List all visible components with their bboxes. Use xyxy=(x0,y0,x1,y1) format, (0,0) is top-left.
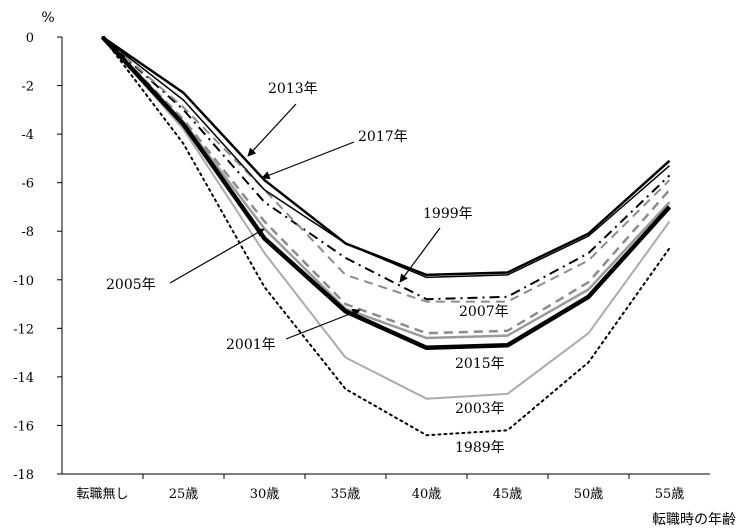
x-tick-label: 40歳 xyxy=(412,487,442,502)
series-line-2015 xyxy=(100,35,672,351)
arrow-2017 xyxy=(261,141,355,180)
y-tick-label: -8 xyxy=(21,225,34,240)
arrow-2013 xyxy=(247,103,297,157)
y-tick-label: -12 xyxy=(13,322,34,337)
y-tick-label: -18 xyxy=(13,468,34,483)
annotation-2015: 2015年 xyxy=(455,356,505,372)
y-tick-label: -4 xyxy=(21,128,34,143)
y-axis-unit: % xyxy=(41,10,54,26)
y-tick-label: -16 xyxy=(13,419,34,434)
annotation-2001: 2001年 xyxy=(226,337,276,353)
x-tick-label: 50歳 xyxy=(574,487,604,502)
arrow-1999 xyxy=(399,227,441,283)
annotation-2013: 2013年 xyxy=(268,81,318,97)
series-line-2013 xyxy=(101,35,671,277)
annotation-2005: 2005年 xyxy=(106,277,156,293)
series-line-2007 xyxy=(101,36,671,303)
x-tick-label: 30歳 xyxy=(250,487,280,502)
x-tick-label: 55歳 xyxy=(655,487,685,502)
series-line-2017 xyxy=(102,36,670,279)
annotation-1999: 1999年 xyxy=(423,206,473,222)
series-line-1989 xyxy=(101,36,671,437)
y-tick-label: -2 xyxy=(21,80,34,95)
annotation-2003: 2003年 xyxy=(455,401,505,417)
x-tick-label: 45歳 xyxy=(493,487,523,502)
x-tick-label: 25歳 xyxy=(169,487,199,502)
y-tick-label: -10 xyxy=(13,274,34,289)
series-line-2005 xyxy=(101,36,671,335)
series-line-2001 xyxy=(101,36,671,340)
annotation-2017: 2017年 xyxy=(358,129,408,145)
arrow-2005 xyxy=(169,228,265,284)
x-tick-label: 35歳 xyxy=(331,487,361,502)
x-tick-label: 転職無し xyxy=(76,487,128,502)
arrow-2001 xyxy=(285,308,361,340)
y-tick-label: -14 xyxy=(13,371,34,386)
series-line-1999 xyxy=(101,36,671,301)
annotation-2007: 2007年 xyxy=(459,304,509,320)
series-line-2003 xyxy=(101,36,671,400)
y-tick-label: -6 xyxy=(21,177,34,192)
x-axis-title: 転職時の年齢 xyxy=(652,512,736,528)
annotation-1989: 1989年 xyxy=(455,440,505,456)
y-tick-label: 0 xyxy=(26,31,34,46)
